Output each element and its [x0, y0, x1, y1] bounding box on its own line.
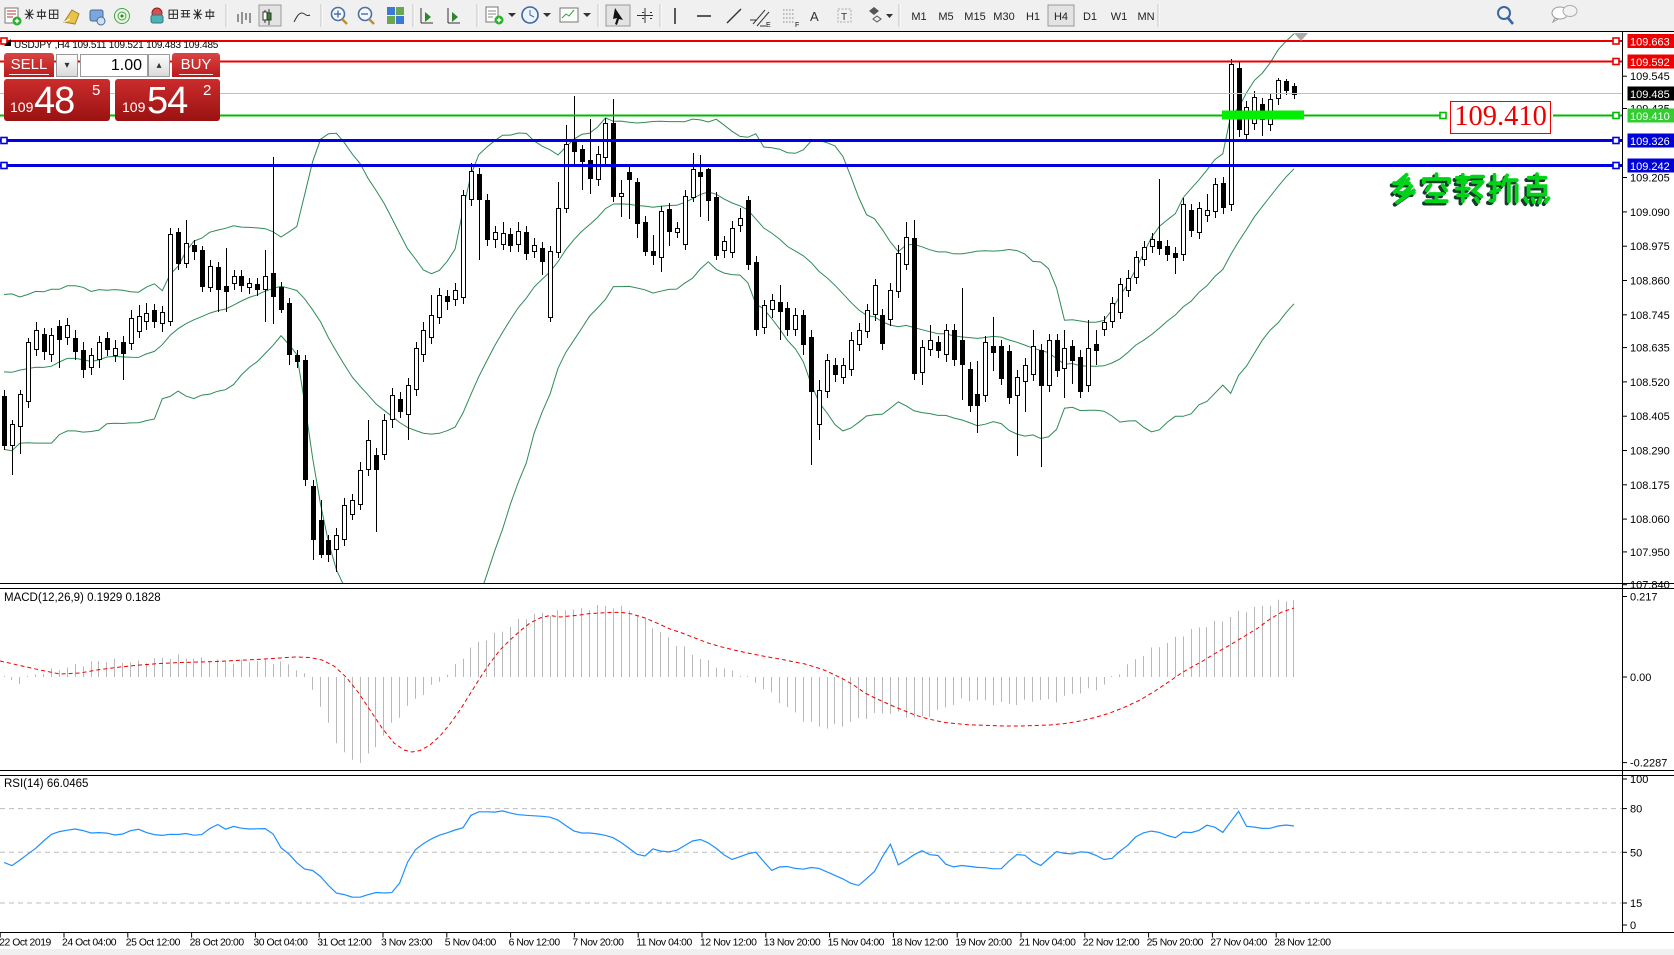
svg-text:E: E [766, 22, 771, 29]
svg-text:31 Oct 12:00: 31 Oct 12:00 [317, 938, 372, 949]
svg-text:6 Nov 12:00: 6 Nov 12:00 [509, 938, 561, 949]
svg-text:108.290: 108.290 [1630, 446, 1670, 458]
svg-text:30 Oct 04:00: 30 Oct 04:00 [253, 938, 308, 949]
svg-text:108.745: 108.745 [1630, 310, 1670, 322]
svg-text:H4: H4 [1054, 11, 1068, 23]
svg-text:F: F [795, 22, 799, 29]
svg-text:13 Nov 20:00: 13 Nov 20:00 [764, 938, 821, 949]
svg-text:108.060: 108.060 [1630, 514, 1670, 526]
svg-text:H1: H1 [1026, 11, 1040, 23]
svg-text:0.217: 0.217 [1630, 592, 1658, 604]
svg-text:108.860: 108.860 [1630, 276, 1670, 288]
svg-text:27 Nov 04:00: 27 Nov 04:00 [1210, 938, 1267, 949]
svg-text:0: 0 [1630, 920, 1636, 932]
svg-text:22 Oct 2019: 22 Oct 2019 [0, 938, 52, 949]
svg-text:19 Nov 20:00: 19 Nov 20:00 [955, 938, 1012, 949]
svg-text:28 Nov 12:00: 28 Nov 12:00 [1274, 938, 1331, 949]
svg-text:11 Nov 04:00: 11 Nov 04:00 [636, 938, 692, 949]
svg-text:109.326: 109.326 [1630, 136, 1670, 148]
svg-text:108.405: 108.405 [1630, 411, 1670, 423]
svg-text:109.485: 109.485 [1630, 89, 1670, 101]
svg-text:USDJPY ,H4 109.511 109.521 10: USDJPY ,H4 109.511 109.521 109.483 109.4… [14, 40, 219, 51]
svg-text:3 Nov 23:00: 3 Nov 23:00 [381, 938, 433, 949]
svg-text:A: A [810, 9, 819, 24]
svg-text:108.175: 108.175 [1630, 480, 1670, 492]
svg-text:109.205: 109.205 [1630, 173, 1670, 185]
svg-text:109.410: 109.410 [1630, 111, 1670, 123]
svg-text:25 Nov 20:00: 25 Nov 20:00 [1147, 938, 1204, 949]
svg-text:MACD(12,26,9) 0.1929 0.1828: MACD(12,26,9) 0.1929 0.1828 [4, 592, 161, 604]
svg-text:15: 15 [1630, 898, 1642, 910]
svg-text:0.00: 0.00 [1630, 672, 1651, 684]
svg-text:107.840: 107.840 [1630, 580, 1670, 592]
svg-text:109.592: 109.592 [1630, 57, 1670, 69]
svg-text:W1: W1 [1111, 11, 1128, 23]
svg-text:M30: M30 [993, 11, 1014, 23]
svg-text:24 Oct 04:00: 24 Oct 04:00 [62, 938, 117, 949]
svg-text:RSI(14) 66.0465: RSI(14) 66.0465 [4, 778, 88, 790]
svg-text:12 Nov 12:00: 12 Nov 12:00 [700, 938, 757, 949]
svg-text:25 Oct 12:00: 25 Oct 12:00 [126, 938, 181, 949]
svg-text:50: 50 [1630, 847, 1642, 859]
svg-text:M1: M1 [911, 11, 926, 23]
svg-text:7 Nov 20:00: 7 Nov 20:00 [572, 938, 624, 949]
svg-text:D1: D1 [1083, 11, 1097, 23]
svg-text:M5: M5 [938, 11, 953, 23]
svg-text:15 Nov 04:00: 15 Nov 04:00 [828, 938, 885, 949]
svg-text:107.950: 107.950 [1630, 547, 1670, 559]
svg-text:18 Nov 12:00: 18 Nov 12:00 [891, 938, 948, 949]
svg-text:109.663: 109.663 [1630, 37, 1670, 49]
svg-text:5 Nov 04:00: 5 Nov 04:00 [445, 938, 497, 949]
svg-text:MN: MN [1137, 11, 1154, 23]
svg-text:109.545: 109.545 [1630, 71, 1670, 83]
svg-text:108.520: 108.520 [1630, 377, 1670, 389]
svg-text:-0.2287: -0.2287 [1630, 758, 1667, 770]
svg-text:108.975: 108.975 [1630, 241, 1670, 253]
svg-text:22 Nov 12:00: 22 Nov 12:00 [1083, 938, 1140, 949]
svg-text:28 Oct 20:00: 28 Oct 20:00 [190, 938, 245, 949]
svg-text:T: T [841, 12, 847, 23]
svg-text:100: 100 [1630, 774, 1648, 786]
svg-text:109.242: 109.242 [1630, 161, 1670, 173]
svg-text:108.635: 108.635 [1630, 343, 1670, 355]
svg-text:80: 80 [1630, 804, 1642, 816]
svg-text:M15: M15 [964, 11, 985, 23]
svg-text:109.090: 109.090 [1630, 207, 1670, 219]
svg-text:21 Nov 04:00: 21 Nov 04:00 [1019, 938, 1076, 949]
